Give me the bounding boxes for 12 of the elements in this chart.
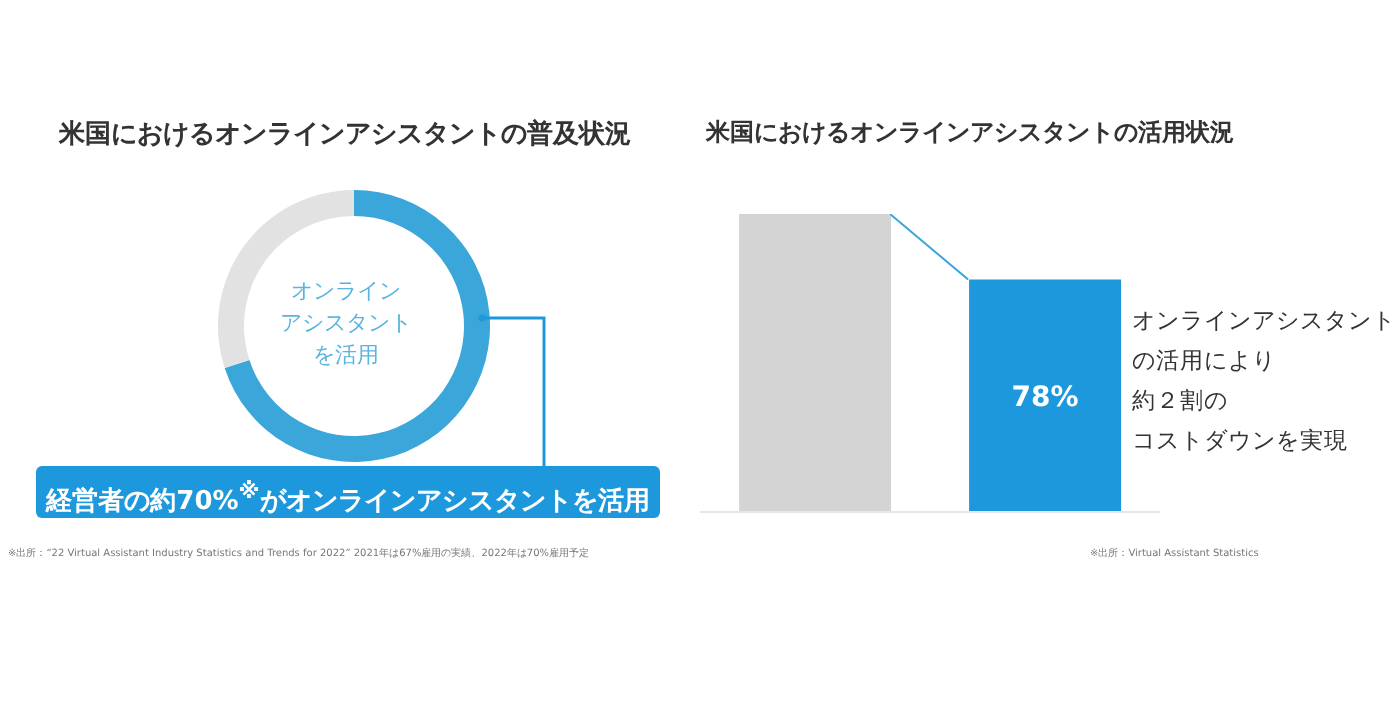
text: を活用 bbox=[311, 340, 381, 372]
text: アシスタント bbox=[278, 308, 414, 340]
chart-title: 米国におけるオンラインアシスタントの普及状況 bbox=[56, 117, 633, 152]
annotation: 約２割の bbox=[1132, 384, 1230, 418]
annotation: コストダウンを実現 bbox=[1132, 424, 1350, 458]
text: オンライン bbox=[289, 276, 403, 308]
data-label: 78% bbox=[1011, 381, 1079, 414]
annotation: の活用により bbox=[1132, 344, 1278, 378]
donut-slice bbox=[224, 190, 490, 462]
annotation: オンラインアシスタント bbox=[1132, 304, 1396, 338]
text: 経営者の約70%$^{※}$がオンラインアシスタントを活用 bbox=[36, 466, 660, 518]
chart-title: 米国におけるオンラインアシスタントの活用状況 bbox=[703, 116, 1236, 150]
